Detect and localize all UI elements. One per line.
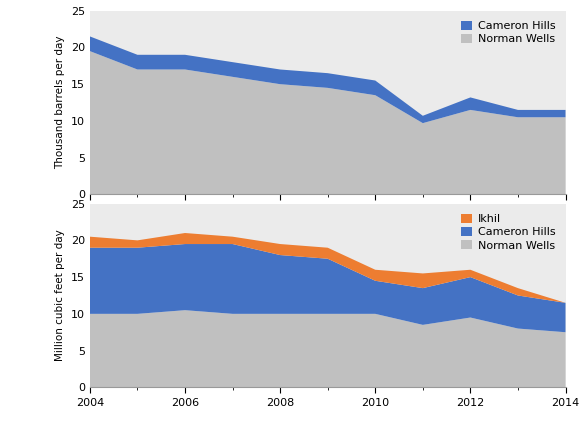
Y-axis label: Thousand barrels per day: Thousand barrels per day — [55, 36, 66, 169]
Legend: Ikhil, Cameron Hills, Norman Wells: Ikhil, Cameron Hills, Norman Wells — [457, 209, 560, 255]
Y-axis label: Million cubic feet per day: Million cubic feet per day — [55, 229, 66, 361]
Legend: Cameron Hills, Norman Wells: Cameron Hills, Norman Wells — [457, 16, 560, 49]
